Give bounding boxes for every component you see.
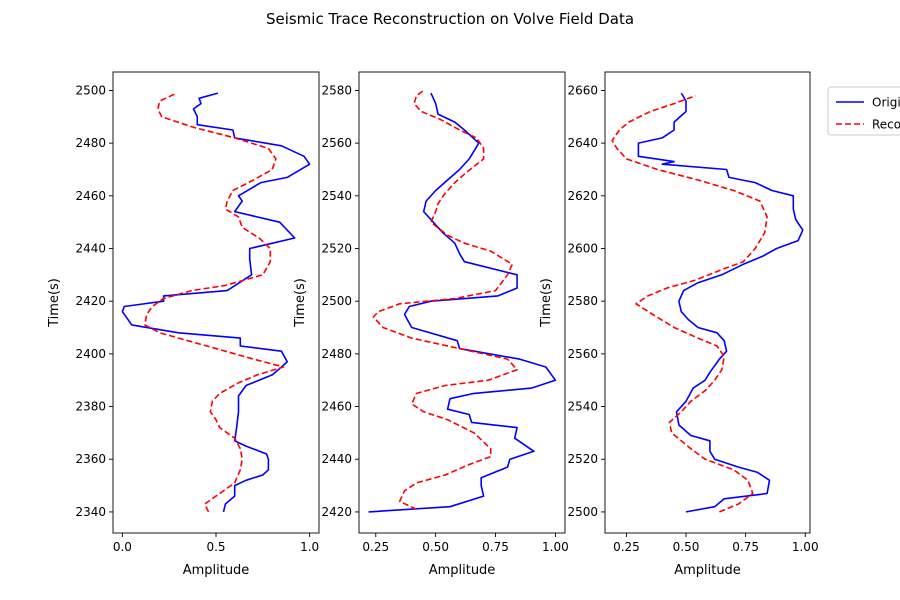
series-line-original	[121, 92, 311, 513]
axes-frame	[604, 71, 811, 534]
series-line-reconstructed	[372, 89, 518, 511]
panels: 0.0 0.5 1.0 2340 2360 2380 2400 2420 2440 2460 248…	[47, 71, 819, 578]
x-tick-label: 1.0	[300, 540, 319, 554]
y-tick-label: 2500	[321, 294, 352, 308]
axes-frame	[358, 71, 566, 534]
series-line-original	[368, 92, 557, 513]
panel-2: 0.25 0.50 0.75 1.00 2420 2440 2460 2480 2500 2520…	[293, 71, 569, 578]
legend-label-original: Original	[872, 96, 900, 110]
legend: Original Reconstructed	[827, 86, 900, 136]
y-axis-label: Time(s)	[47, 278, 62, 328]
legend-box	[827, 86, 900, 136]
y-tick-label: 2500	[75, 83, 106, 97]
y-tick-label: 2360	[75, 452, 106, 466]
y-tick-label: 2420	[75, 294, 106, 308]
y-tick-label: 2380	[75, 400, 106, 414]
y-tick-label: 2560	[321, 136, 352, 150]
panel-3: 0.25 0.50 0.75 1.00 2500 2520 2540 2560 2580 2600…	[539, 71, 819, 578]
y-tick-label: 2640	[567, 136, 598, 150]
series-line-original	[637, 92, 804, 513]
x-tick-label: 0.75	[482, 540, 509, 554]
y-tick-label: 2580	[321, 83, 352, 97]
x-axis-label: Amplitude	[183, 563, 250, 578]
series-line-reconstructed	[144, 92, 285, 513]
panel-1: 0.0 0.5 1.0 2340 2360 2380 2400 2420 2440 2460 248…	[47, 71, 320, 578]
y-tick-label: 2540	[321, 189, 352, 203]
x-tick-label: 1.00	[792, 540, 819, 554]
y-tick-label: 2540	[567, 400, 598, 414]
x-tick-label: 0.5	[206, 540, 225, 554]
y-tick-label: 2420	[321, 505, 352, 519]
x-tick-label: 0.25	[362, 540, 389, 554]
axes-frame	[112, 71, 320, 534]
x-tick-label: 0.25	[613, 540, 640, 554]
y-tick-label: 2460	[321, 400, 352, 414]
y-tick-label: 2560	[567, 347, 598, 361]
y-tick-label: 2440	[321, 452, 352, 466]
y-tick-label: 2580	[567, 294, 598, 308]
y-tick-label: 2620	[567, 189, 598, 203]
x-axis-label: Amplitude	[429, 563, 496, 578]
y-tick-label: 2460	[75, 189, 106, 203]
x-tick-label: 0.0	[113, 540, 132, 554]
y-tick-label: 2400	[75, 347, 106, 361]
y-axis-label: Time(s)	[293, 278, 308, 328]
y-tick-label: 2520	[321, 241, 352, 255]
y-tick-label: 2340	[75, 505, 106, 519]
y-tick-label: 2480	[321, 347, 352, 361]
legend-label-reconstructed: Reconstructed	[872, 118, 900, 132]
y-tick-label: 2660	[567, 83, 598, 97]
x-tick-label: 0.50	[673, 540, 700, 554]
x-tick-label: 0.50	[422, 540, 449, 554]
y-axis-label: Time(s)	[539, 278, 554, 328]
chart-title: Seismic Trace Reconstruction on Volve Fi…	[266, 10, 634, 28]
y-tick-label: 2520	[567, 452, 598, 466]
y-tick-label: 2440	[75, 241, 106, 255]
y-tick-label: 2500	[567, 505, 598, 519]
x-tick-label: 1.00	[542, 540, 569, 554]
x-axis-label: Amplitude	[674, 563, 741, 578]
series-line-reconstructed	[611, 94, 768, 513]
y-tick-label: 2480	[75, 136, 106, 150]
x-tick-label: 0.75	[732, 540, 759, 554]
y-tick-label: 2600	[567, 241, 598, 255]
